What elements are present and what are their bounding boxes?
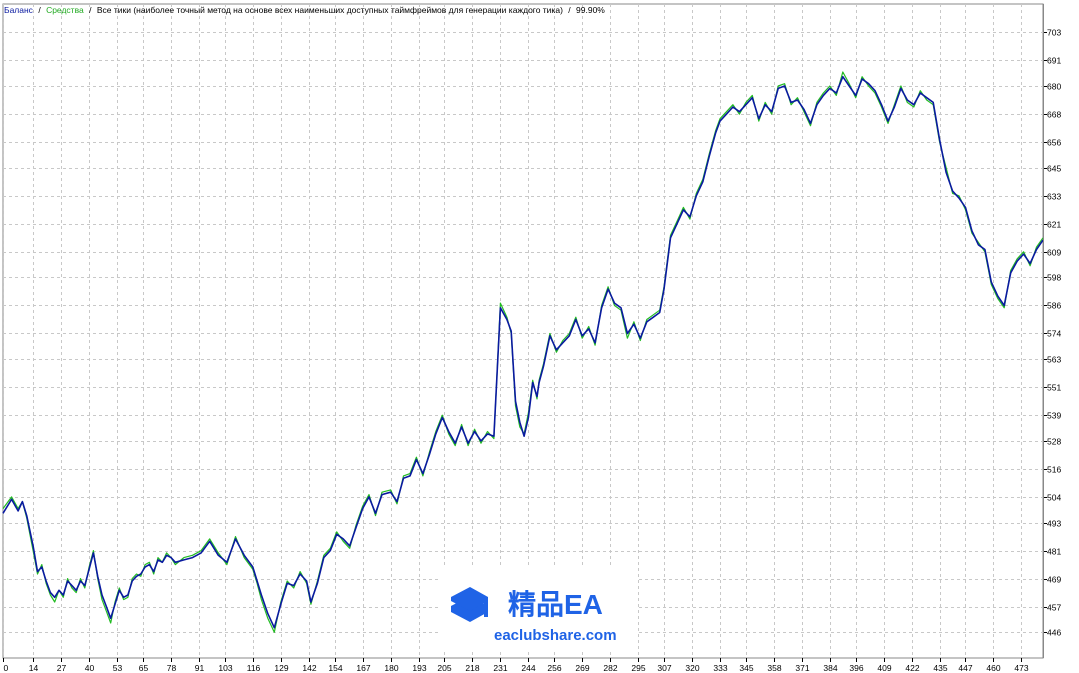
x-tick-label: 218 (465, 663, 479, 673)
y-tick-label: 504 (1047, 493, 1061, 503)
legend-sep-3: / (568, 5, 571, 15)
x-tick-label: 205 (437, 663, 451, 673)
x-tick-label: 14 (29, 663, 39, 673)
y-tick-label: 656 (1047, 138, 1061, 148)
y-tick-label: 446 (1047, 628, 1061, 638)
y-tick-label: 539 (1047, 411, 1061, 421)
x-tick-label: 180 (384, 663, 398, 673)
x-tick-label: 103 (218, 663, 232, 673)
x-tick-label: 269 (575, 663, 589, 673)
y-tick-label: 645 (1047, 164, 1061, 174)
y-tick-label: 563 (1047, 355, 1061, 365)
y-tick-label: 598 (1047, 273, 1061, 283)
x-tick-label: 142 (302, 663, 316, 673)
grid (2, 3, 1044, 659)
x-tick-label: 384 (823, 663, 837, 673)
watermark: 精品EA eaclubshare.com (440, 568, 636, 650)
x-tick-label: 256 (547, 663, 561, 673)
x-tick-label: 53 (113, 663, 123, 673)
x-tick-label: 154 (328, 663, 342, 673)
x-tick-label: 396 (849, 663, 863, 673)
y-tick-label: 457 (1047, 603, 1061, 613)
x-tick-label: 371 (795, 663, 809, 673)
legend-balance: Баланс (4, 5, 34, 15)
x-tick-label: 91 (195, 663, 205, 673)
y-tick-label: 469 (1047, 575, 1061, 585)
y-tick-label: 516 (1047, 465, 1061, 475)
chart-legend: Баланс / Средства / Все тики (наиболее т… (4, 5, 605, 15)
x-tick-label: 345 (739, 663, 753, 673)
y-tick-label: 703 (1047, 28, 1061, 38)
x-tick-label: 78 (167, 663, 177, 673)
x-tick-label: 40 (85, 663, 95, 673)
y-tick-label: 621 (1047, 220, 1061, 230)
x-tick-label: 167 (356, 663, 370, 673)
x-tick-label: 193 (412, 663, 426, 673)
y-tick-label: 528 (1047, 437, 1061, 447)
y-tick-label: 609 (1047, 248, 1061, 258)
x-tick-label: 409 (877, 663, 891, 673)
book-stack-icon (451, 587, 488, 622)
x-tick-label: 244 (521, 663, 535, 673)
x-tick-label: 320 (685, 663, 699, 673)
watermark-title: 精品EA (508, 589, 603, 620)
balance-line (2, 75, 1044, 629)
x-tick-label: 435 (933, 663, 947, 673)
y-axis: 446 457 469 481 493 504 516 528 539 551 563 574 586 5… (1043, 4, 1061, 658)
y-tick-label: 633 (1047, 192, 1061, 202)
x-tick-label: 0 (4, 663, 9, 673)
y-tick-label: 574 (1047, 329, 1061, 339)
x-tick-label: 116 (247, 663, 261, 673)
legend-quality: 99.90% (576, 5, 605, 15)
x-tick-label: 129 (274, 663, 288, 673)
x-axis: 0 14 27 40 53 65 78 91 103 116 129 142 154 167 180 193 2… (3, 658, 1029, 673)
x-tick-label: 27 (57, 663, 67, 673)
legend-equity: Средства (46, 5, 84, 15)
legend-method: Все тики (наиболее точный метод на основ… (97, 5, 563, 15)
x-tick-label: 447 (958, 663, 972, 673)
x-tick-label: 307 (657, 663, 671, 673)
series-layer (2, 71, 1044, 633)
x-tick-label: 333 (713, 663, 727, 673)
equity-line (2, 71, 1044, 633)
y-tick-label: 493 (1047, 519, 1061, 529)
x-tick-label: 473 (1014, 663, 1028, 673)
y-tick-label: 668 (1047, 110, 1061, 120)
x-tick-label: 231 (493, 663, 507, 673)
legend-sep-2: / (89, 5, 92, 15)
x-tick-label: 422 (905, 663, 919, 673)
y-tick-label: 481 (1047, 547, 1061, 557)
y-tick-label: 551 (1047, 383, 1061, 393)
x-tick-label: 65 (139, 663, 149, 673)
x-tick-label: 282 (603, 663, 617, 673)
x-tick-label: 460 (986, 663, 1000, 673)
y-tick-label: 680 (1047, 82, 1061, 92)
x-tick-label: 358 (767, 663, 781, 673)
watermark-site: eaclubshare.com (494, 627, 617, 644)
y-tick-label: 586 (1047, 301, 1061, 311)
legend-sep-1: / (38, 5, 41, 15)
x-tick-label: 295 (631, 663, 645, 673)
y-tick-label: 691 (1047, 56, 1061, 66)
